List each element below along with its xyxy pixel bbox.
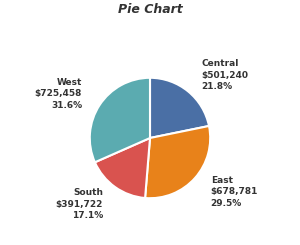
Title: Pie Chart: Pie Chart: [118, 3, 182, 16]
Wedge shape: [145, 126, 210, 198]
Wedge shape: [150, 78, 209, 138]
Wedge shape: [90, 78, 150, 162]
Text: West
$725,458
31.6%: West $725,458 31.6%: [35, 78, 82, 110]
Text: East
$678,781
29.5%: East $678,781 29.5%: [211, 176, 258, 208]
Text: Central
$501,240
21.8%: Central $501,240 21.8%: [201, 59, 248, 91]
Wedge shape: [95, 138, 150, 198]
Text: South
$391,722
17.1%: South $391,722 17.1%: [56, 188, 103, 220]
